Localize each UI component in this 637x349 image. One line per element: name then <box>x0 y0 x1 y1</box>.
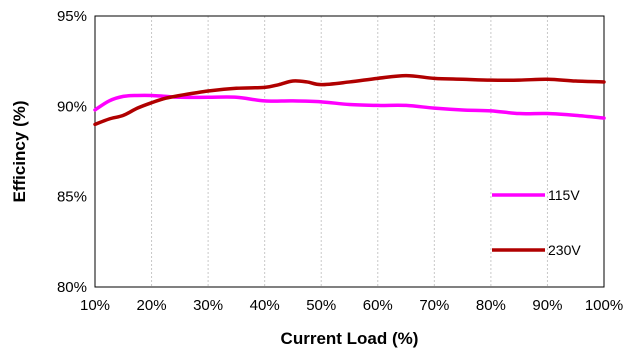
x-tick-label: 50% <box>306 297 336 314</box>
x-tick-label: 90% <box>532 297 562 314</box>
x-tick-label: 40% <box>250 297 280 314</box>
y-axis-title: Efficincy (%) <box>10 100 29 202</box>
x-tick-label: 10% <box>80 297 110 314</box>
x-tick-label: 20% <box>137 297 167 314</box>
y-tick-label: 80% <box>57 279 87 296</box>
plot-area-frame <box>94 15 605 288</box>
y-tick-label: 95% <box>57 8 87 25</box>
y-axis-ticks: 80% 85% 90% 95% <box>57 8 87 296</box>
grid-lines <box>151 16 548 287</box>
x-tick-label: 70% <box>419 297 449 314</box>
series-group <box>93 73 606 127</box>
x-tick-label: 80% <box>476 297 506 314</box>
series-line-230v <box>93 73 606 127</box>
series-line-115v <box>93 93 606 120</box>
x-axis-title: Current Load (%) <box>281 329 419 348</box>
x-axis-ticks: 10% 20% 30% 40% 50% 60% 70% 80% 90% 100% <box>80 297 623 314</box>
legend: 115V 230V <box>492 187 581 258</box>
x-tick-label: 100% <box>585 297 623 314</box>
legend-label-115v: 115V <box>548 187 580 203</box>
legend-label-230v: 230V <box>548 242 581 258</box>
x-tick-label: 30% <box>193 297 223 314</box>
x-tick-label: 60% <box>363 297 393 314</box>
y-tick-label: 90% <box>57 98 87 115</box>
y-tick-label: 85% <box>57 189 87 206</box>
